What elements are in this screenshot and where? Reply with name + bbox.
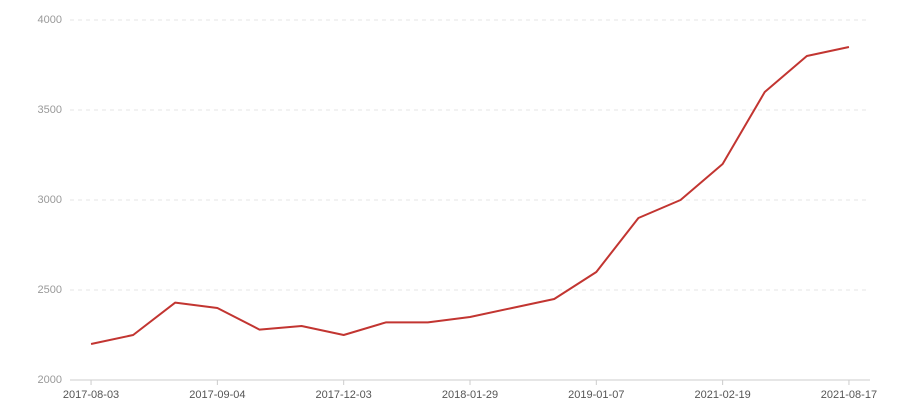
y-tick-label: 3500 — [38, 104, 62, 116]
x-tick-label: 2021-02-19 — [694, 389, 750, 400]
y-tick-label: 3000 — [38, 194, 62, 206]
y-tick-label: 4000 — [38, 14, 62, 26]
y-tick-label: 2000 — [38, 374, 62, 386]
x-tick-label: 2021-08-17 — [821, 389, 877, 400]
x-tick-label: 2017-12-03 — [316, 389, 372, 400]
x-tick-label: 2019-01-07 — [568, 389, 624, 400]
x-tick-label: 2018-01-29 — [442, 389, 498, 400]
x-tick-label: 2017-09-04 — [189, 389, 245, 400]
x-tick-label: 2017-08-03 — [63, 389, 119, 400]
line — [90, 46, 850, 345]
y-tick-label: 2500 — [38, 284, 62, 296]
